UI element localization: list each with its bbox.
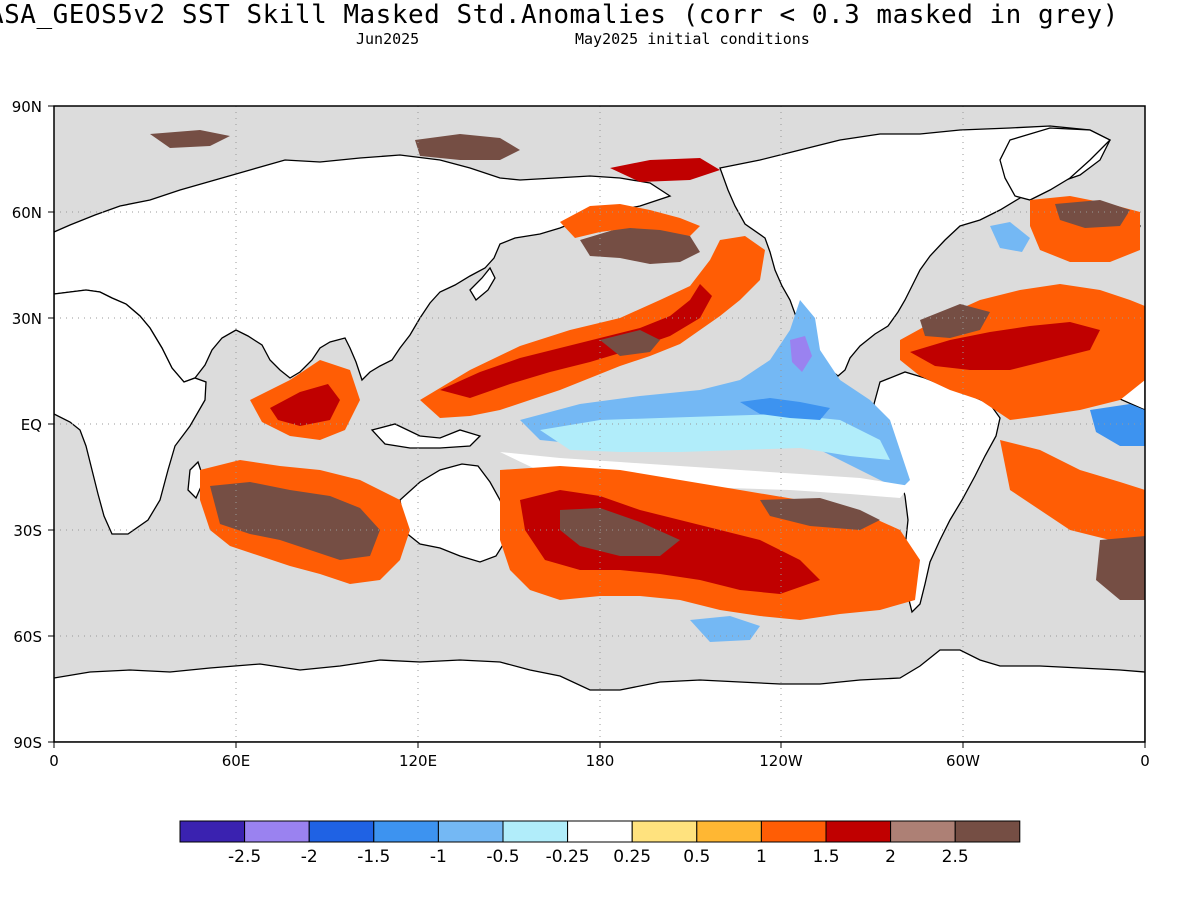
- japan: [469, 266, 496, 301]
- colorbar-swatch: [373, 820, 439, 843]
- lat-label: 30S: [13, 522, 42, 540]
- lat-label: 90S: [13, 734, 42, 752]
- arctic-brown-2: [150, 130, 230, 148]
- north-atlantic-brown: [920, 304, 990, 338]
- colorbar-swatch: [954, 820, 1021, 843]
- colorbar-label: 1: [756, 847, 767, 867]
- colorbar-label: -0.5: [486, 847, 519, 867]
- california-cool-spot: [790, 336, 812, 372]
- colorbar-labels: -2.5 -2 -1.5 -1 -0.5 -0.25 0.25 0.5 1 1.5 2 2.5: [228, 847, 969, 867]
- colorbar-swatch: [760, 820, 827, 843]
- colorbar-label: 2.5: [942, 847, 969, 867]
- lon-label: 180: [586, 752, 615, 770]
- target-month-label: Jun2025: [356, 30, 420, 48]
- init-conditions-label: May2025 initial conditions: [575, 30, 810, 48]
- antarctica-landmass: [54, 649, 1145, 742]
- south-atlantic-warm: [1000, 440, 1145, 540]
- colorbar-swatch: [696, 820, 762, 843]
- lat-label: 30N: [12, 310, 42, 328]
- colorbar-label: 0.25: [613, 847, 651, 867]
- arctic-brown-1: [415, 134, 520, 160]
- indonesia-islands: [370, 423, 482, 449]
- colorbar-swatch: [825, 820, 892, 843]
- lon-label: 120W: [759, 752, 803, 770]
- colorbar-label: 1.5: [812, 847, 839, 867]
- north-atlantic-subpolar-brown: [1055, 200, 1130, 228]
- gridlines: [54, 106, 1145, 742]
- lon-axis: 0 60E 120E 180 120W 60W 0: [49, 752, 1150, 770]
- lat-axis: 90N 60N 30N EQ 30S 60S 90S: [12, 98, 42, 752]
- indian-ocean-red: [270, 384, 340, 426]
- southern-ocean-cool: [690, 616, 760, 642]
- colorbar-swatch: [179, 820, 246, 843]
- lon-label: 60E: [222, 752, 251, 770]
- anomaly-field: [54, 106, 1145, 742]
- lon-label: 60W: [946, 752, 980, 770]
- lon-label: 120E: [399, 752, 437, 770]
- arctic-red: [610, 158, 720, 182]
- colorbar-swatch: [244, 820, 310, 843]
- south-pacific-brown-east: [760, 498, 880, 530]
- colorbar-swatch: [890, 820, 956, 843]
- colorbar-label: 0.5: [683, 847, 710, 867]
- white-neutral-belt: [500, 452, 910, 498]
- axis-ticks: [48, 105, 1146, 748]
- north-atlantic-red: [910, 322, 1100, 370]
- labrador-cool: [990, 222, 1030, 252]
- anomaly-patches: [150, 130, 1145, 642]
- lat-label: 90N: [12, 98, 42, 116]
- lon-label: 0: [49, 752, 59, 770]
- colorbar-label: 2: [885, 847, 896, 867]
- lat-label: EQ: [21, 416, 42, 434]
- map-title: ASA_GEOS5v2 SST Skill Masked Std.Anomali…: [0, 0, 1119, 30]
- colorbar-label: -1: [430, 847, 447, 867]
- north-pacific-red-core: [440, 284, 712, 398]
- colorbar-label: -2.5: [228, 847, 261, 867]
- colorbar-label: -2: [301, 847, 318, 867]
- colorbar-label: -1.5: [357, 847, 390, 867]
- lat-label: 60N: [12, 204, 42, 222]
- colorbar-swatch: [308, 820, 375, 843]
- colorbar: [179, 820, 1021, 843]
- south-indian-brown: [210, 482, 380, 560]
- equatorial-pacific-strong-cool: [740, 398, 830, 420]
- lat-label: 60S: [13, 628, 42, 646]
- south-atlantic-brown: [1096, 536, 1145, 600]
- colorbar-label: -0.25: [546, 847, 590, 867]
- south-pacific-brown: [560, 508, 680, 556]
- tropical-atlantic-cool: [1090, 404, 1145, 446]
- colorbar-swatch: [631, 820, 698, 843]
- equatorial-pacific-light-band: [540, 414, 890, 460]
- colorbar-swatch: [437, 820, 504, 843]
- colorbar-swatch: [567, 820, 633, 843]
- north-pacific-brown: [580, 226, 700, 264]
- africa-landmass: [54, 289, 207, 535]
- greenland: [999, 127, 1112, 201]
- north-pacific-brown-2: [600, 330, 660, 356]
- colorbar-swatch: [502, 820, 569, 843]
- lon-label: 0: [1140, 752, 1150, 770]
